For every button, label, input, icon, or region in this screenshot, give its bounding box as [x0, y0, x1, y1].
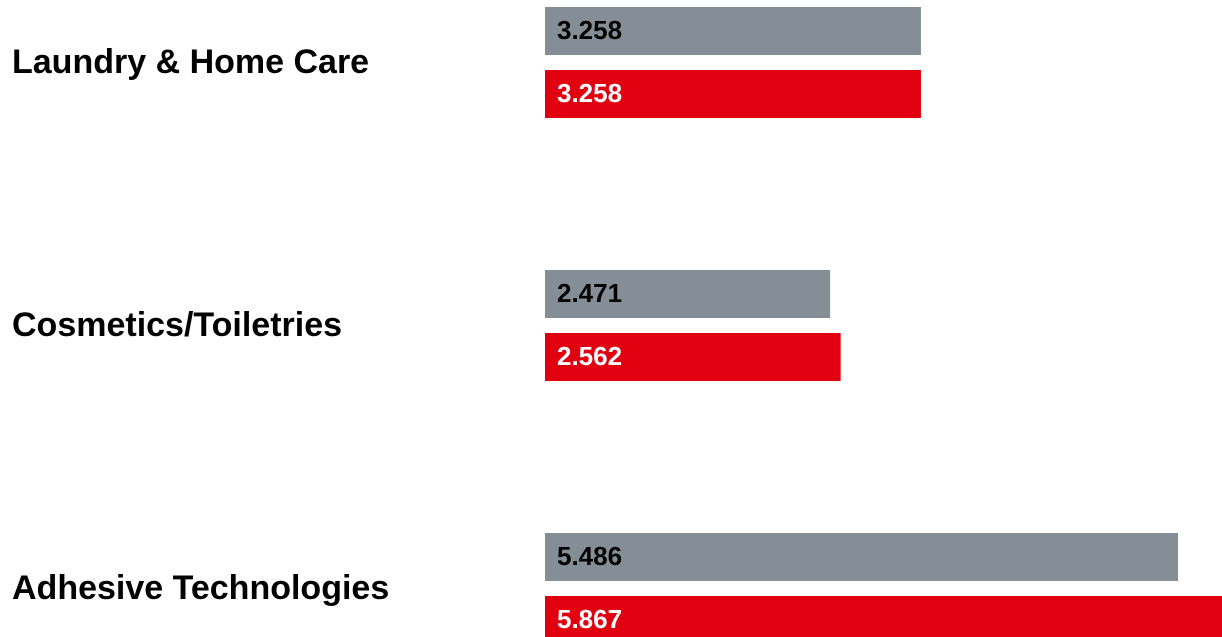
category-label: Adhesive Technologies	[12, 569, 389, 607]
bar	[545, 70, 921, 118]
bar	[545, 270, 831, 318]
value-label: 3.258	[557, 78, 622, 108]
value-label: 3.258	[557, 15, 622, 45]
value-label: 5.867	[557, 604, 622, 634]
value-label: 5.486	[557, 541, 622, 571]
bar	[545, 333, 841, 381]
value-label: 2.562	[557, 341, 622, 371]
bar	[545, 7, 921, 55]
category-label: Cosmetics/Toiletries	[12, 306, 342, 344]
value-label: 2.471	[557, 278, 622, 308]
category-label: Laundry & Home Care	[12, 43, 369, 81]
bar	[545, 596, 1222, 637]
bar	[545, 533, 1179, 581]
